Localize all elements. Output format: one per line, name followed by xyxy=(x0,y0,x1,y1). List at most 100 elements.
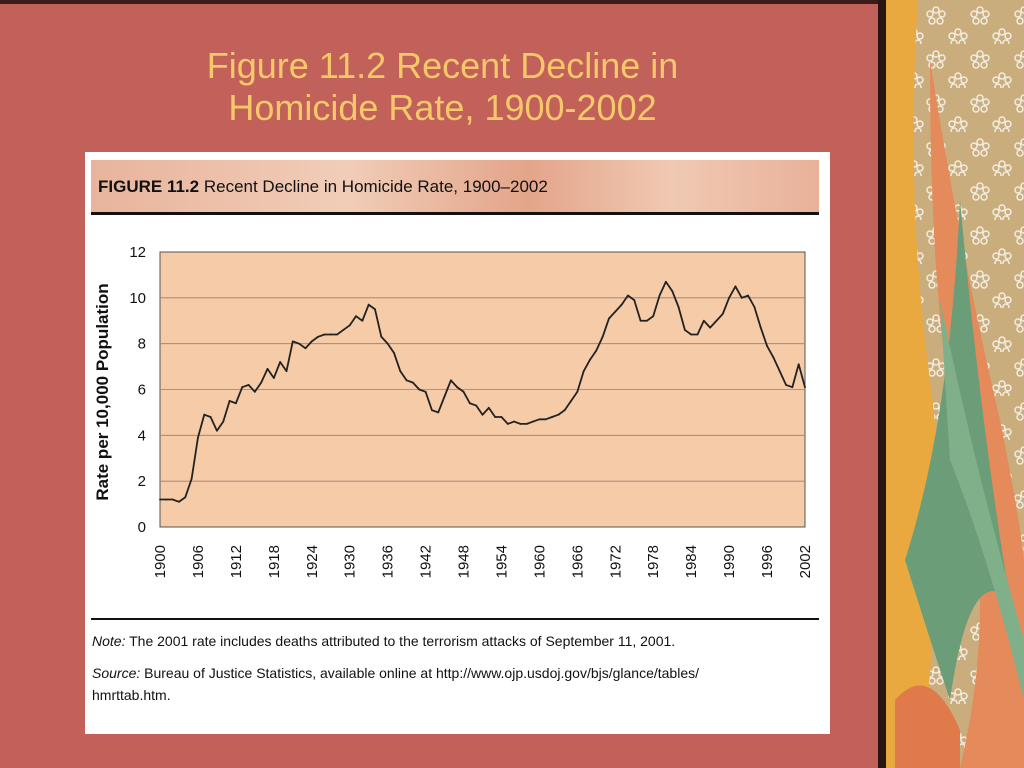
source-label: Source: xyxy=(92,665,141,681)
data-point xyxy=(740,296,743,299)
data-point xyxy=(462,390,465,393)
x-axis-ticks: 1900 1906 1912 1918 1924 1930 1936 1942 1948 1954… xyxy=(152,545,814,578)
data-point xyxy=(747,294,749,297)
data-point xyxy=(652,315,655,318)
data-point xyxy=(348,324,351,327)
x-tick-label: 1996 xyxy=(759,545,776,578)
data-point xyxy=(627,294,629,297)
data-point xyxy=(361,319,364,322)
x-tick-label: 2002 xyxy=(797,545,814,578)
data-point xyxy=(310,340,313,343)
data-point xyxy=(291,340,294,343)
data-point xyxy=(386,342,389,345)
data-point xyxy=(696,333,699,336)
data-point xyxy=(367,303,370,306)
y-tick-label: 6 xyxy=(138,382,146,399)
data-point xyxy=(646,319,648,322)
data-point xyxy=(519,422,522,425)
data-point xyxy=(431,409,433,412)
x-tick-label: 1924 xyxy=(304,545,321,578)
data-point xyxy=(702,319,705,322)
data-point xyxy=(544,418,547,421)
data-point xyxy=(355,315,357,318)
figure-card: FIGURE 11.2 Recent Decline in Homicide R… xyxy=(85,152,830,734)
data-point xyxy=(209,416,212,418)
data-point xyxy=(203,413,206,416)
data-point xyxy=(734,285,737,288)
data-point xyxy=(437,411,440,414)
data-point xyxy=(797,363,800,366)
series-points xyxy=(159,280,806,503)
data-point xyxy=(424,390,427,393)
y-axis-ticks: 0 2 4 6 8 10 12 xyxy=(129,244,146,536)
data-point xyxy=(614,310,617,313)
data-point xyxy=(513,420,516,423)
data-point xyxy=(260,381,263,384)
data-point xyxy=(399,370,402,373)
figure-banner: FIGURE 11.2 Recent Decline in Homicide R… xyxy=(91,160,819,215)
x-tick-label: 1936 xyxy=(380,545,397,578)
y-tick-label: 2 xyxy=(138,473,146,490)
data-point xyxy=(532,420,534,423)
data-point xyxy=(475,404,478,407)
data-point xyxy=(690,333,693,336)
source-text: Bureau of Justice Statistics, available … xyxy=(144,665,700,681)
data-point xyxy=(506,422,509,425)
data-point xyxy=(721,312,724,315)
data-point xyxy=(608,317,610,320)
figure-caption: Recent Decline in Homicide Rate, 1900–20… xyxy=(203,177,548,196)
data-point xyxy=(178,500,180,503)
x-tick-label: 1984 xyxy=(683,545,700,578)
source-line: Source: Bureau of Justice Statistics, av… xyxy=(92,662,812,684)
y-tick-label: 0 xyxy=(138,519,146,536)
y-tick-label: 12 xyxy=(129,244,146,261)
data-point xyxy=(778,370,781,373)
note-label: Note: xyxy=(92,633,126,649)
data-point xyxy=(715,319,718,322)
data-point xyxy=(766,345,768,347)
data-point xyxy=(329,333,332,336)
data-point xyxy=(405,379,408,382)
data-point xyxy=(234,402,237,405)
data-point xyxy=(266,367,269,370)
data-point xyxy=(393,351,395,354)
x-tick-label: 1978 xyxy=(645,545,662,578)
x-tick-label: 1930 xyxy=(342,545,359,578)
y-tick-label: 4 xyxy=(138,427,146,444)
source-line-2: hmrttab.htm. xyxy=(92,687,171,703)
data-point xyxy=(298,342,301,345)
data-point xyxy=(671,290,674,292)
x-tick-label: 1948 xyxy=(456,545,473,578)
data-point xyxy=(677,306,680,308)
x-tick-label: 1972 xyxy=(607,545,624,578)
data-point xyxy=(759,326,762,329)
data-point xyxy=(374,308,376,311)
data-point xyxy=(304,347,307,350)
data-point xyxy=(456,386,459,389)
data-point xyxy=(412,381,414,384)
y-axis-label: Rate per 10,000 Population xyxy=(93,283,112,500)
x-tick-label: 1942 xyxy=(418,545,435,578)
data-point xyxy=(595,349,598,352)
data-point xyxy=(589,358,591,361)
data-point xyxy=(468,402,471,405)
data-point xyxy=(317,335,319,338)
data-point xyxy=(639,319,642,322)
data-point xyxy=(253,390,256,393)
data-point xyxy=(494,416,497,418)
data-point xyxy=(557,413,560,416)
data-point xyxy=(228,400,231,402)
x-tick-label: 1900 xyxy=(152,545,169,578)
data-point xyxy=(487,406,490,409)
data-point xyxy=(620,303,623,306)
data-point xyxy=(481,413,484,416)
x-tick-label: 1990 xyxy=(721,545,738,578)
x-tick-label: 1966 xyxy=(569,545,586,578)
data-point xyxy=(582,370,585,373)
data-point xyxy=(241,386,244,389)
x-tick-label: 1912 xyxy=(228,545,245,578)
data-point xyxy=(804,386,806,389)
slide-title: Figure 11.2 Recent Decline in Homicide R… xyxy=(206,45,679,128)
x-tick-label: 1954 xyxy=(493,545,510,578)
